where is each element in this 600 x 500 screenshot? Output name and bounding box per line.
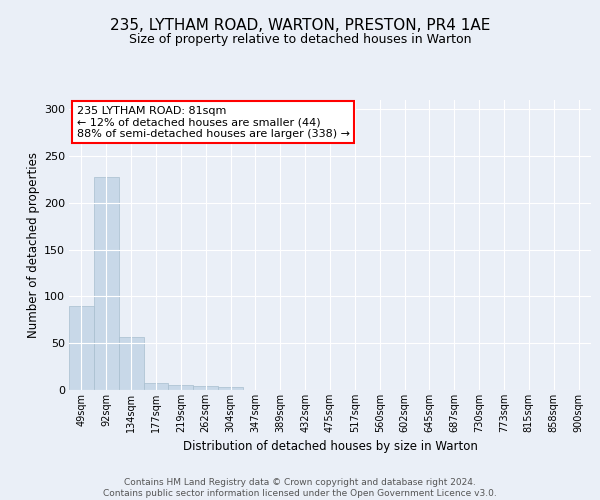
Text: Contains HM Land Registry data © Crown copyright and database right 2024.
Contai: Contains HM Land Registry data © Crown c…: [103, 478, 497, 498]
Bar: [169, 386, 193, 390]
X-axis label: Distribution of detached houses by size in Warton: Distribution of detached houses by size …: [182, 440, 478, 454]
Y-axis label: Number of detached properties: Number of detached properties: [26, 152, 40, 338]
Bar: [193, 386, 218, 390]
Bar: [119, 336, 143, 390]
Text: Size of property relative to detached houses in Warton: Size of property relative to detached ho…: [129, 32, 471, 46]
Text: 235 LYTHAM ROAD: 81sqm
← 12% of detached houses are smaller (44)
88% of semi-det: 235 LYTHAM ROAD: 81sqm ← 12% of detached…: [77, 106, 350, 139]
Text: 235, LYTHAM ROAD, WARTON, PRESTON, PR4 1AE: 235, LYTHAM ROAD, WARTON, PRESTON, PR4 1…: [110, 18, 490, 32]
Bar: [69, 306, 94, 390]
Bar: [218, 387, 243, 390]
Bar: [143, 384, 169, 390]
Bar: [94, 176, 119, 390]
